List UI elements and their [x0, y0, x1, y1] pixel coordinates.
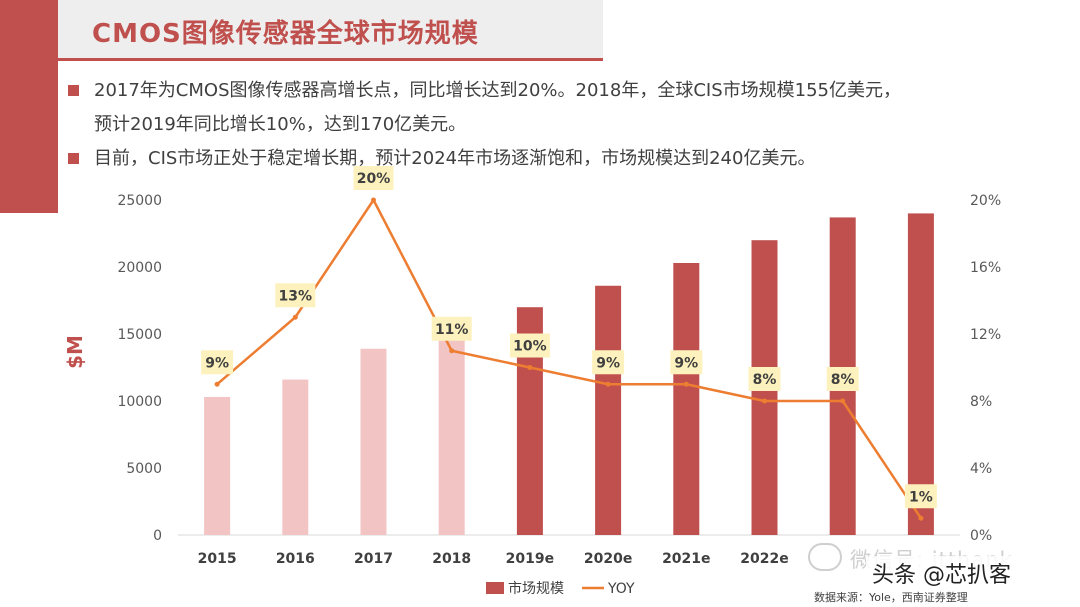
bar: [360, 348, 387, 535]
yoy-data-label: 8%: [831, 372, 855, 388]
yoy-point: [292, 314, 298, 320]
yoy-label-box: [748, 367, 781, 391]
y2-tick-label: 16%: [970, 260, 1001, 276]
yoy-point: [214, 381, 220, 387]
bar: [673, 262, 700, 535]
legend-label: 市场规模: [508, 580, 564, 597]
bullet-text: 预计2019年同比增长10%，达到170亿美元。: [94, 114, 467, 135]
y-tick-label: 15000: [117, 327, 162, 343]
yoy-data-label: 9%: [596, 355, 620, 371]
y2-tick-label: 20%: [970, 193, 1001, 209]
yoy-label-box: [201, 350, 234, 375]
bullet-continuation: 预计2019年同比增长10%，达到170亿美元。: [68, 108, 1068, 142]
yoy-label-box: [592, 350, 625, 375]
side-accent-bar: [0, 0, 58, 213]
bullet-square-icon: [68, 85, 79, 96]
bar: [204, 396, 231, 535]
bullet-list: 2017年为CMOS图像传感器高增长点，同比增长达到20%。2018年，全球CI…: [68, 74, 1068, 176]
x-tick-label: 2021e: [662, 551, 710, 567]
y-tick-label: 25000: [117, 193, 162, 209]
x-tick-label: 2018: [432, 551, 471, 567]
y-tick-label: 10000: [117, 394, 162, 410]
x-tick-label: 2022e: [740, 551, 788, 567]
yoy-label-box: [353, 166, 394, 190]
wechat-icon: [808, 543, 842, 571]
x-tick-label: 2017: [354, 551, 393, 567]
yoy-label-box: [826, 367, 859, 391]
bar: [282, 379, 309, 535]
yoy-line: [216, 198, 922, 519]
slide-title: CMOS图像传感器全球市场规模: [92, 19, 479, 49]
bar: [595, 285, 622, 535]
yoy-label-box: [275, 283, 316, 308]
yoy-label-box: [904, 484, 937, 509]
yoy-point: [683, 381, 689, 387]
yoy-point: [918, 515, 924, 521]
yoy-label-box: [670, 350, 703, 375]
bullet-item: 目前，CIS市场正处于稳定增长期，预计2024年市场逐渐饱和，市场规模达到240…: [68, 142, 1068, 176]
yoy-point: [527, 365, 533, 370]
bullet-text: 2017年为CMOS图像传感器高增长点，同比增长达到20%。2018年，全球CI…: [94, 80, 901, 101]
bullet-text: 目前，CIS市场正处于稳定增长期，预计2024年市场逐渐饱和，市场规模达到240…: [94, 148, 816, 169]
yoy-data-label: 9%: [205, 355, 229, 371]
y2-tick-label: 4%: [970, 461, 992, 477]
y2-tick-label: 12%: [970, 327, 1001, 343]
x-tick-label: 2015: [198, 551, 237, 567]
x-tick-label: 2016: [276, 551, 315, 567]
yoy-data-label: 1%: [909, 489, 933, 505]
bullet-square-icon: [68, 153, 79, 164]
brand-tag: 头条 @芯扒客: [866, 556, 1017, 590]
yoy-point: [762, 398, 767, 404]
yoy-data-label: 20%: [357, 171, 391, 187]
yoy-data-label: 11%: [435, 322, 469, 338]
legend-bar-swatch: [486, 582, 504, 594]
yoy-data-label: 13%: [279, 288, 313, 304]
y-tick-label: 5000: [126, 461, 162, 477]
bar: [438, 327, 465, 535]
yoy-label-box: [509, 333, 550, 358]
yoy-data-label: 9%: [674, 355, 698, 371]
x-tick-label: 2019e: [506, 551, 554, 567]
bullet-item: 2017年为CMOS图像传感器高增长点，同比增长达到20%。2018年，全球CI…: [68, 74, 1068, 108]
yoy-point: [449, 348, 455, 354]
yoy-point: [371, 197, 376, 203]
yoy-label-box: [431, 316, 472, 341]
x-tick-label: 2020e: [584, 551, 632, 567]
y-axis-title: $M: [63, 335, 87, 369]
yoy-point: [605, 381, 611, 387]
y2-tick-label: 8%: [970, 394, 992, 410]
title-band: [58, 0, 603, 61]
data-source: 数据来源：Yole，西南证券整理: [814, 591, 968, 604]
y-tick-label: 0: [153, 528, 162, 544]
y-tick-label: 20000: [117, 260, 162, 276]
legend-label: YOY: [607, 581, 635, 597]
yoy-data-label: 10%: [513, 339, 547, 355]
bar: [907, 213, 934, 535]
yoy-point: [840, 398, 846, 404]
y2-tick-label: 0%: [970, 528, 992, 544]
yoy-data-label: 8%: [753, 372, 777, 388]
